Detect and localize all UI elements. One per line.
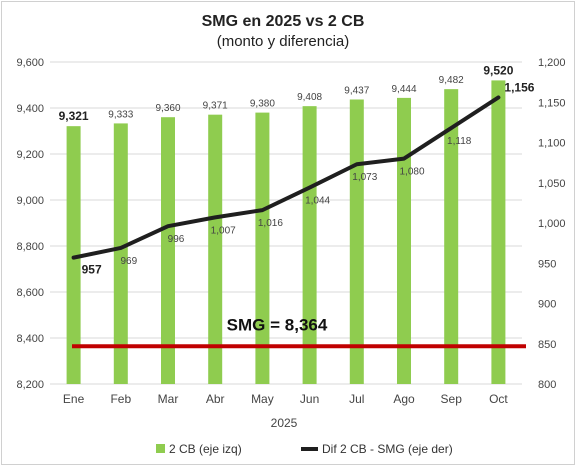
x-axis-title: 2025	[271, 416, 298, 430]
series-line	[71, 95, 501, 260]
bar-data-label: 9,333	[108, 109, 133, 120]
line-data-label: 1,080	[399, 167, 424, 178]
x-axis-tick-label: Jul	[349, 392, 364, 406]
reference-line-label: SMG = 8,364	[227, 315, 328, 334]
line-data-label: 1,156	[504, 80, 534, 94]
right-axis-tick-label: 1,000	[538, 218, 566, 230]
right-axis-tick-label: 1,150	[538, 97, 566, 109]
x-axis-tick-label: Oct	[489, 392, 508, 406]
line-data-label: 957	[82, 263, 102, 277]
x-axis-tick-label: Abr	[206, 392, 225, 406]
right-axis-tick-label: 800	[538, 379, 556, 391]
x-axis-tick-label: Ago	[393, 392, 415, 406]
bar-data-label: 9,520	[483, 63, 513, 77]
right-axis-tick-label: 850	[538, 339, 556, 351]
legend-swatch-bars	[156, 444, 165, 453]
x-axis-tick-label: Jun	[300, 392, 319, 406]
line-data-label: 1,007	[211, 225, 236, 236]
line-series	[71, 95, 501, 260]
bar-data-label: 9,371	[203, 101, 228, 112]
bar	[161, 117, 175, 384]
bar	[397, 97, 411, 384]
line-data-label: 1,118	[447, 136, 472, 147]
bar	[66, 126, 81, 385]
right-axis-tick-label: 1,100	[538, 138, 566, 150]
left-axis-ticks: 8,200 8,400 8,600 8,800 9,000 9,200 9,400 9,600	[16, 57, 44, 391]
x-axis-tick-label: May	[251, 392, 274, 406]
bar-data-label: 9,444	[391, 84, 416, 95]
x-axis-ticks: Ene Feb Mar Abr May Jun Jul Ago Sep Oct	[63, 392, 508, 406]
left-axis-tick-label: 8,400	[16, 333, 44, 345]
line-data-label: 1,044	[305, 196, 330, 207]
bar-data-label: 9,360	[155, 103, 180, 114]
chart-subtitle: (monto y diferencia)	[217, 33, 350, 50]
left-axis-tick-label: 8,600	[16, 287, 44, 299]
bar	[302, 106, 317, 384]
x-axis-tick-label: Ene	[63, 392, 85, 406]
line-data-label: 996	[168, 234, 185, 245]
left-axis-tick-label: 9,000	[16, 195, 44, 207]
x-axis-tick-label: Feb	[110, 392, 131, 406]
bar-data-label: 9,482	[439, 75, 464, 86]
bar-data-label: 9,437	[344, 85, 369, 96]
left-axis-tick-label: 8,800	[16, 241, 44, 253]
bar	[349, 99, 364, 385]
bar-data-label: 9,380	[250, 99, 275, 110]
legend-label-line: Dif 2 CB - SMG (eje der)	[322, 442, 453, 456]
bar-data-label: 9,408	[297, 92, 322, 103]
right-axis-tick-label: 950	[538, 258, 556, 270]
data-labels: 9,321 9,333 9,360 9,371 9,380 9,408 9,437 9,444…	[59, 63, 535, 276]
bar-data-label: 9,321	[59, 109, 89, 123]
left-axis-tick-label: 9,600	[16, 57, 44, 69]
right-axis-ticks: 800 850 900 950 1,000 1,050 1,100 1,150 1,200	[538, 57, 566, 391]
x-axis-tick-label: Sep	[441, 392, 463, 406]
x-axis-tick-label: Mar	[158, 392, 179, 406]
left-axis-tick-label: 9,200	[16, 149, 44, 161]
bar	[444, 89, 459, 384]
left-axis-tick-label: 8,200	[16, 379, 44, 391]
legend: 2 CB (eje izq) Dif 2 CB - SMG (eje der)	[156, 442, 453, 456]
chart-title: SMG en 2025 vs 2 CB	[202, 13, 365, 30]
bar	[255, 112, 270, 384]
right-axis-tick-label: 1,050	[538, 178, 566, 190]
bar	[491, 80, 506, 385]
right-axis-tick-label: 900	[538, 299, 556, 311]
legend-label-bars: 2 CB (eje izq)	[169, 442, 242, 456]
reference-line-group: SMG = 8,364	[72, 315, 526, 349]
line-data-label: 1,073	[352, 172, 377, 183]
bar-series	[66, 80, 506, 385]
line-data-label: 1,016	[258, 218, 283, 229]
bar	[208, 114, 223, 385]
right-axis-tick-label: 1,200	[538, 57, 566, 69]
bar	[113, 123, 128, 384]
left-axis-tick-label: 9,400	[16, 103, 44, 115]
line-data-label: 969	[120, 256, 137, 267]
